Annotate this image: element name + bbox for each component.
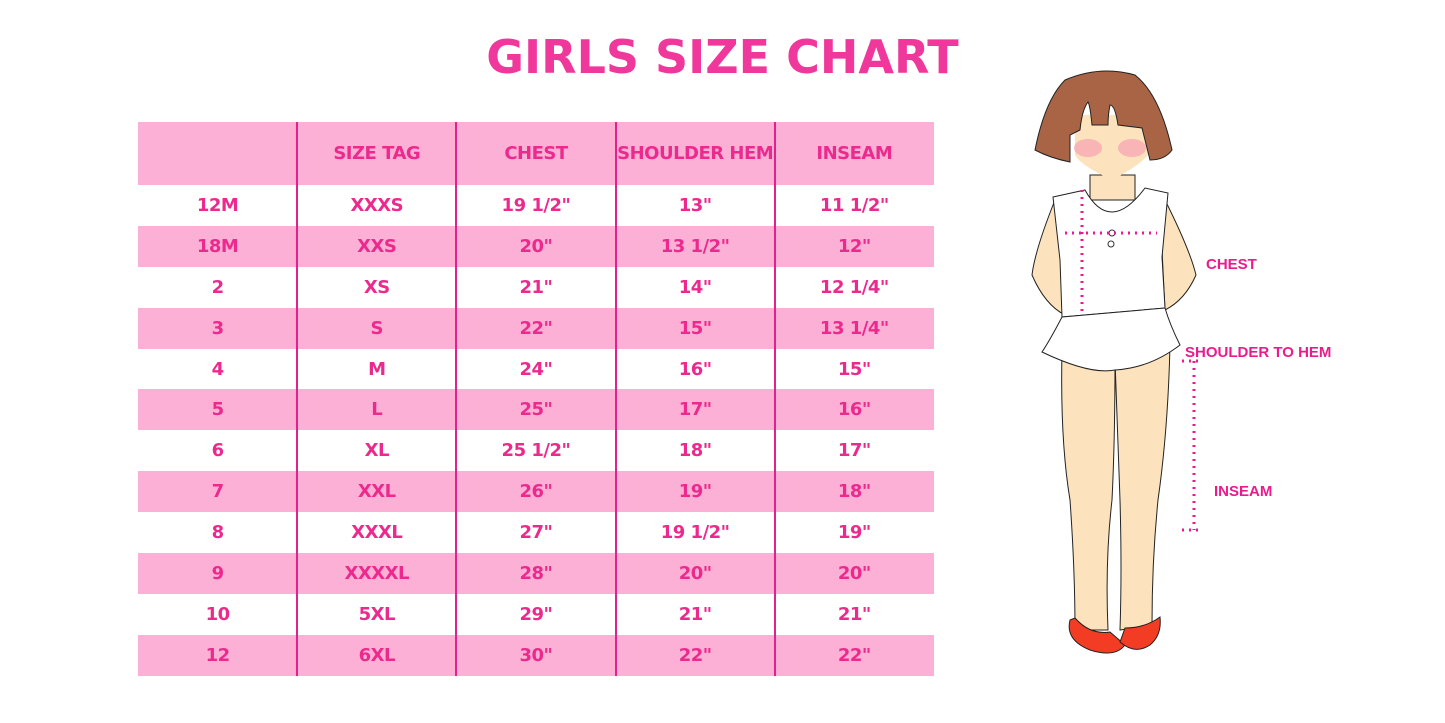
table-row: 4 M 24" 16" 15" — [138, 349, 934, 390]
table-cell: 19" — [837, 522, 871, 544]
column-divider — [614, 122, 617, 676]
table-cell: 22" — [678, 644, 712, 666]
table-cell: 17" — [837, 440, 871, 462]
table-cell: 22" — [519, 317, 553, 339]
table-cell: 18" — [678, 440, 712, 462]
table-cell: 25 1/2" — [501, 440, 571, 462]
table-cell: 4 — [211, 358, 225, 380]
table-cell: 10 — [205, 603, 231, 625]
table-cell: 18M — [196, 235, 239, 257]
girl-illustration: CHEST SHOULDER TO HEM INSEAM — [1020, 60, 1380, 684]
table-cell: 3 — [211, 317, 225, 339]
size-table: SIZE TAG CHEST SHOULDER HEM INSEAM 12M XXXS 19… — [138, 122, 934, 676]
table-row: 10 5XL 29" 21" 21" — [138, 594, 934, 635]
table-cell: 13 1/4" — [819, 317, 889, 339]
table-cell: 12M — [196, 194, 239, 216]
table-cell: S — [370, 317, 384, 339]
table-cell: 17" — [678, 399, 712, 421]
table-row: 2 XS 21" 14" 12 1/4" — [138, 267, 934, 308]
table-cell: 20" — [837, 562, 871, 584]
table-cell: INSEAM — [816, 143, 893, 164]
table-row: 7 XXL 26" 19" 18" — [138, 471, 934, 513]
table-cell: 26" — [519, 481, 553, 503]
table-cell: XS — [363, 276, 390, 298]
table-cell: 12 1/4" — [819, 276, 889, 298]
table-cell: 21" — [519, 276, 553, 298]
table-cell: XL — [364, 440, 390, 462]
table-cell: XXXS — [350, 194, 404, 216]
table-cell: XXS — [357, 235, 397, 257]
table-cell: 29" — [519, 603, 553, 625]
table-cell: 30" — [519, 644, 553, 666]
table-cell: 15" — [837, 358, 871, 380]
table-cell: 21" — [837, 603, 871, 625]
table-cell: 24" — [519, 358, 553, 380]
table-cell: 27" — [519, 522, 553, 544]
table-cell: XXL — [357, 481, 396, 503]
table-cell: 20" — [519, 235, 553, 257]
table-cell: SIZE TAG — [333, 143, 421, 164]
table-cell: 13 1/2" — [660, 235, 730, 257]
table-cell: 28" — [519, 562, 553, 584]
table-cell: 7 — [211, 481, 225, 503]
table-cell: 19 1/2" — [501, 194, 571, 216]
table-cell: 22" — [837, 644, 871, 666]
shoulder-to-hem-label: SHOULDER TO HEM — [1185, 344, 1332, 361]
table-row: 12 6XL 30" 22" 22" — [138, 634, 934, 676]
table-cell: 25" — [519, 399, 553, 421]
column-divider — [773, 122, 776, 676]
table-cell: 2 — [211, 276, 225, 298]
table-cell: 18" — [837, 481, 871, 503]
table-cell: XXXL — [351, 522, 403, 544]
table-cell: CHEST — [504, 143, 568, 164]
table-cell: 15" — [678, 317, 712, 339]
table-cell: 16" — [678, 358, 712, 380]
table-cell: L — [371, 399, 383, 421]
chest-label: CHEST — [1206, 256, 1257, 273]
table-cell: 11 1/2" — [819, 194, 889, 216]
table-row: 3 S 22" 15" 13 1/4" — [138, 307, 934, 349]
table-cell: M — [368, 358, 386, 380]
page-title: GIRLS SIZE CHART — [486, 30, 959, 84]
table-row: 9 XXXXL 28" 20" 20" — [138, 553, 934, 594]
table-cell: 20" — [678, 562, 712, 584]
table-row: 5 L 25" 17" 16" — [138, 389, 934, 431]
inseam-label: INSEAM — [1214, 483, 1273, 500]
table-cell: 6XL — [358, 644, 396, 666]
table-cell: 5XL — [358, 603, 396, 625]
table-cell: 16" — [837, 399, 871, 421]
table-cell: SHOULDER HEM — [617, 143, 774, 164]
table-cell: XXXXL — [344, 562, 410, 584]
table-cell: 9 — [211, 562, 225, 584]
table-row: 8 XXXL 27" 19 1/2" 19" — [138, 512, 934, 553]
table-cell: 13" — [678, 194, 712, 216]
table-cell: 5 — [211, 399, 225, 421]
table-cell: 14" — [678, 276, 712, 298]
table-cell: 12" — [837, 235, 871, 257]
table-cell: 21" — [678, 603, 712, 625]
table-cell: 19" — [678, 481, 712, 503]
table-cell: 19 1/2" — [660, 522, 730, 544]
table-row: 18M XXS 20" 13 1/2" 12" — [138, 225, 934, 267]
column-divider — [296, 122, 299, 676]
table-cell: 8 — [211, 522, 225, 544]
column-divider — [455, 122, 458, 676]
table-row: 6 XL 25 1/2" 18" 17" — [138, 430, 934, 471]
table-row: 12M XXXS 19 1/2" 13" 11 1/2" — [138, 185, 934, 226]
table-cell: 6 — [211, 440, 225, 462]
table-header-row: SIZE TAG CHEST SHOULDER HEM INSEAM — [138, 122, 934, 185]
table-cell: 12 — [205, 644, 231, 666]
